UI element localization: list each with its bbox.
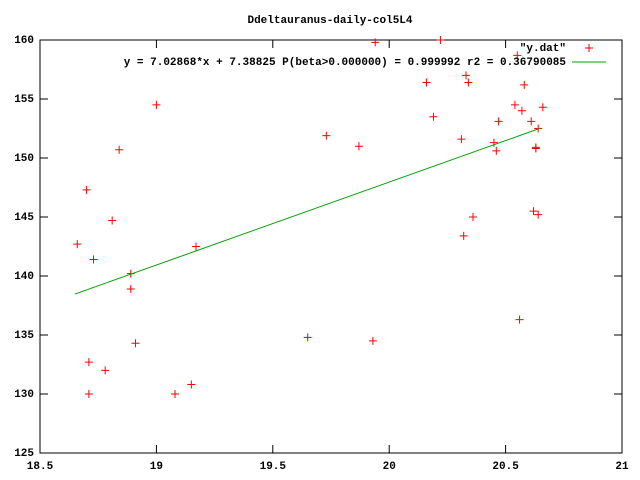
y-tick-label: 135	[14, 330, 34, 342]
y-tick-label: 155	[14, 94, 34, 106]
point	[101, 366, 110, 375]
point	[459, 231, 468, 240]
x-tick-label: 19.5	[260, 461, 287, 473]
point	[191, 242, 200, 251]
point	[422, 78, 431, 87]
x-tick-label: 18.5	[27, 461, 54, 473]
y-tick-label: 150	[14, 153, 34, 165]
point	[534, 210, 543, 219]
x-tick-label: 19	[150, 461, 163, 473]
point	[531, 144, 540, 153]
x-tick-label: 20.5	[492, 461, 519, 473]
point	[84, 390, 93, 398]
point	[73, 240, 82, 249]
point	[515, 315, 524, 324]
point	[517, 106, 526, 115]
point	[513, 51, 522, 60]
point	[429, 112, 438, 121]
legend-label: y = 7.02868*x + 7.38825 P(beta>0.000000)…	[124, 57, 567, 69]
plot-frame	[39, 39, 623, 454]
point	[89, 255, 98, 264]
point	[462, 71, 471, 80]
point	[494, 117, 503, 126]
point	[152, 100, 161, 109]
point	[84, 358, 93, 367]
point	[108, 216, 117, 225]
point	[131, 339, 140, 348]
y-tick-label: 160	[14, 35, 34, 47]
x-tick-label: 20	[383, 461, 396, 473]
point	[115, 145, 124, 154]
point	[527, 117, 536, 126]
point	[464, 78, 473, 87]
point	[492, 146, 501, 155]
y-tick-label: 125	[14, 448, 34, 460]
point	[368, 336, 377, 345]
point	[510, 100, 519, 109]
legend-marker	[585, 44, 593, 52]
legend-label: "y.dat"	[520, 43, 566, 55]
point	[187, 380, 196, 389]
point	[322, 131, 331, 140]
point	[538, 103, 547, 112]
fit-line	[74, 127, 541, 295]
y-tick-label: 140	[14, 271, 34, 283]
x-tick-label: 21	[615, 461, 629, 473]
point	[82, 185, 91, 194]
point	[371, 38, 380, 47]
point	[303, 333, 312, 342]
point	[457, 135, 466, 144]
y-tick-label: 130	[14, 389, 34, 401]
chart-title: Ddeltauranus-daily-col5L4	[247, 15, 412, 27]
point	[520, 80, 529, 89]
point	[489, 138, 498, 147]
point	[529, 207, 538, 216]
point	[354, 142, 363, 151]
point	[171, 390, 180, 398]
y-tick-label: 145	[14, 212, 34, 224]
point	[469, 213, 478, 221]
point	[126, 284, 135, 293]
point	[436, 36, 445, 44]
